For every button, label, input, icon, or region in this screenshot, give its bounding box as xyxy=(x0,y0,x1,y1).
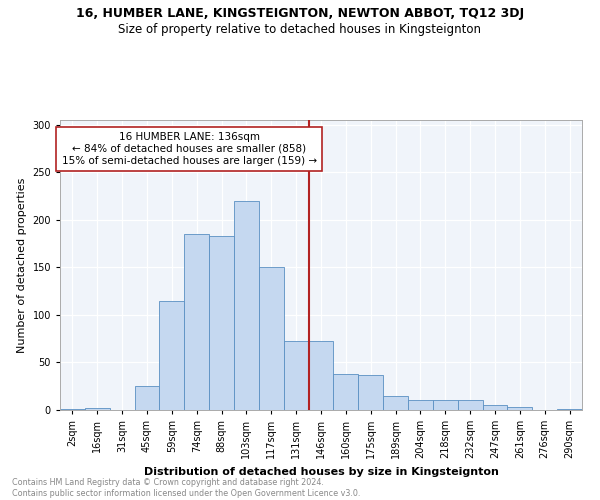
Bar xyxy=(358,375,383,410)
Bar xyxy=(134,386,160,410)
Bar xyxy=(458,400,482,410)
X-axis label: Distribution of detached houses by size in Kingsteignton: Distribution of detached houses by size … xyxy=(143,466,499,476)
Bar xyxy=(234,201,259,410)
Bar xyxy=(60,409,85,410)
Bar xyxy=(408,400,433,410)
Bar xyxy=(433,400,458,410)
Bar xyxy=(383,396,408,410)
Bar xyxy=(85,408,110,410)
Bar xyxy=(184,234,209,410)
Y-axis label: Number of detached properties: Number of detached properties xyxy=(17,178,27,352)
Bar xyxy=(259,268,284,410)
Bar xyxy=(508,407,532,410)
Bar xyxy=(557,409,582,410)
Text: Size of property relative to detached houses in Kingsteignton: Size of property relative to detached ho… xyxy=(119,22,482,36)
Text: 16, HUMBER LANE, KINGSTEIGNTON, NEWTON ABBOT, TQ12 3DJ: 16, HUMBER LANE, KINGSTEIGNTON, NEWTON A… xyxy=(76,8,524,20)
Bar xyxy=(160,300,184,410)
Bar xyxy=(334,374,358,410)
Text: 16 HUMBER LANE: 136sqm
← 84% of detached houses are smaller (858)
15% of semi-de: 16 HUMBER LANE: 136sqm ← 84% of detached… xyxy=(62,132,317,166)
Bar xyxy=(308,340,334,410)
Text: Contains HM Land Registry data © Crown copyright and database right 2024.
Contai: Contains HM Land Registry data © Crown c… xyxy=(12,478,361,498)
Bar xyxy=(284,340,308,410)
Bar xyxy=(482,405,508,410)
Bar xyxy=(209,236,234,410)
